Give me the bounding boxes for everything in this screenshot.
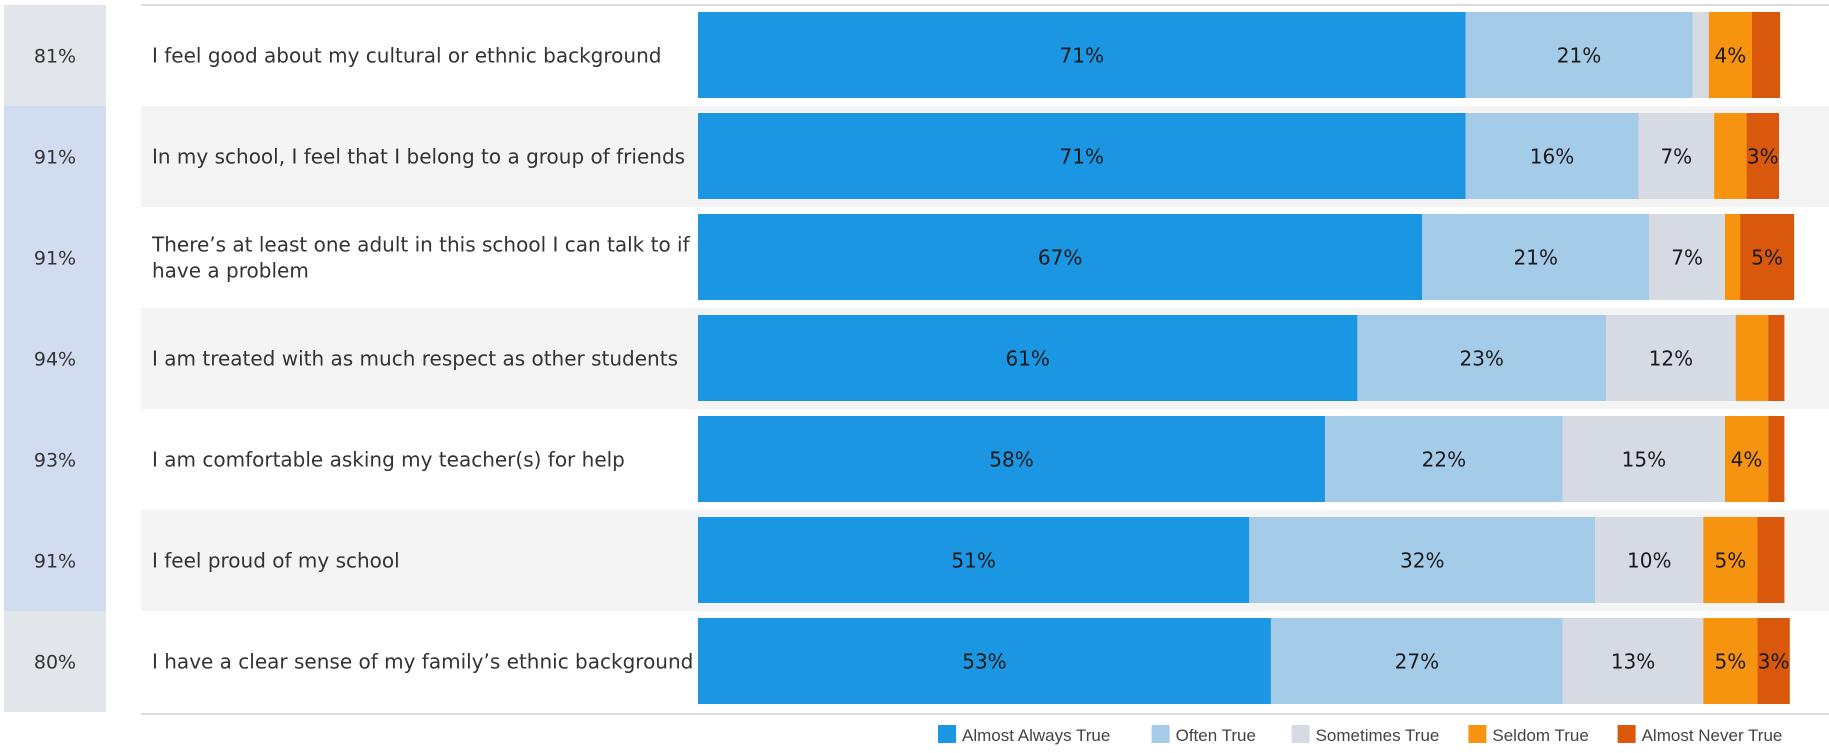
bar-segment <box>1638 113 1715 199</box>
bar-segment <box>1714 113 1747 199</box>
percent-cell-label: 80% <box>34 652 76 674</box>
segment-label: 58% <box>989 448 1033 472</box>
bar-segment <box>1249 517 1596 603</box>
bar-segment <box>698 214 1423 300</box>
segment-label: 12% <box>1649 347 1693 371</box>
segment-label: 7% <box>1671 246 1703 270</box>
segment-label: 22% <box>1422 448 1466 472</box>
question-label: I have a clear sense of my family’s ethn… <box>152 650 693 674</box>
bar-segment <box>1649 214 1725 300</box>
percent-cell-label: 91% <box>34 248 76 270</box>
percent-cell-label: 91% <box>34 551 76 573</box>
bar-segment <box>1735 315 1769 401</box>
bar-segment <box>1703 517 1758 603</box>
bar-segment <box>1703 618 1758 704</box>
percent-cell <box>4 207 106 308</box>
segment-label: 21% <box>1514 246 1558 270</box>
legend-swatch <box>1151 725 1170 743</box>
segment-label: 53% <box>962 650 1006 674</box>
bar-segment <box>1357 315 1607 401</box>
segment-label: 16% <box>1530 145 1574 169</box>
bar-segment <box>1757 517 1785 603</box>
segment-label: 5% <box>1751 246 1783 270</box>
percent-cell-label: 91% <box>34 147 76 169</box>
bar-segment <box>1708 12 1752 98</box>
question-label: I feel good about my cultural or ethnic … <box>152 44 661 68</box>
segment-label: 67% <box>1038 246 1082 270</box>
question-label: I am treated with as much respect as oth… <box>152 347 678 371</box>
percent-cell-label: 94% <box>34 349 76 371</box>
bar-segment <box>698 416 1325 502</box>
segment-label: 32% <box>1400 549 1444 573</box>
question-label: I am comfortable asking my teacher(s) fo… <box>152 448 625 472</box>
segment-label: 51% <box>951 549 995 573</box>
segment-label: 3% <box>1758 650 1790 674</box>
legend-swatch <box>1468 725 1487 743</box>
segment-label: 71% <box>1060 44 1104 68</box>
bar-segment <box>1746 113 1779 199</box>
segment-label: 15% <box>1622 448 1666 472</box>
bar-segment <box>698 315 1358 401</box>
bar-segment <box>1465 12 1693 98</box>
question-label: I feel proud of my school <box>152 549 400 573</box>
percent-cell <box>4 611 106 712</box>
bar-segment <box>1324 416 1563 502</box>
bar-segment <box>1757 618 1790 704</box>
bar-segment <box>1724 214 1741 300</box>
segment-label: 61% <box>1005 347 1049 371</box>
legend-swatch <box>1291 725 1310 743</box>
bar-segment <box>1692 12 1709 98</box>
segment-label: 3% <box>1747 145 1779 169</box>
bar-segment <box>1562 416 1725 502</box>
legend-label: Sometimes True <box>1316 726 1440 745</box>
bar-segment <box>1768 315 1785 401</box>
segment-label: 27% <box>1395 650 1439 674</box>
segment-label: 7% <box>1660 145 1692 169</box>
segment-label: 13% <box>1611 650 1655 674</box>
bar-segment <box>1768 416 1785 502</box>
legend-label: Almost Never True <box>1642 726 1783 745</box>
bar-segment <box>1724 416 1769 502</box>
segment-label: 5% <box>1714 549 1746 573</box>
question-label: In my school, I feel that I belong to a … <box>152 145 685 169</box>
bar-segment <box>1595 517 1704 603</box>
segment-label: 23% <box>1459 347 1503 371</box>
percent-cell-label: 93% <box>34 450 76 472</box>
bar-segment <box>1465 113 1639 199</box>
segment-label: 10% <box>1627 549 1671 573</box>
bar-segment <box>1606 315 1736 401</box>
segment-label: 4% <box>1714 44 1746 68</box>
segment-label: 71% <box>1060 145 1104 169</box>
bar-segment <box>1270 618 1563 704</box>
bar-segment <box>698 618 1271 704</box>
question-label: There’s at least one adult in this schoo… <box>151 233 702 257</box>
percent-cell <box>4 308 106 409</box>
question-label: have a problem <box>152 259 309 283</box>
bar-segment <box>1562 618 1704 704</box>
percent-cell <box>4 510 106 611</box>
legend-swatch <box>1617 725 1636 743</box>
bar-segment <box>1422 214 1650 300</box>
bar-segment <box>1751 12 1781 98</box>
percent-cell-label: 81% <box>34 46 76 68</box>
legend-label: Often True <box>1176 726 1256 745</box>
segment-label: 21% <box>1557 44 1601 68</box>
bar-segment <box>698 12 1466 98</box>
bar-segment <box>698 113 1466 199</box>
segment-label: 5% <box>1714 650 1746 674</box>
bar-segment <box>698 517 1250 603</box>
bar-segment <box>1740 214 1795 300</box>
legend-label: Seldom True <box>1492 726 1588 745</box>
legend-label: Almost Always True <box>962 726 1110 745</box>
percent-cell <box>4 106 106 207</box>
segment-label: 4% <box>1731 448 1763 472</box>
legend-swatch <box>938 725 956 743</box>
percent-cell <box>4 5 106 106</box>
percent-cell <box>4 409 106 510</box>
